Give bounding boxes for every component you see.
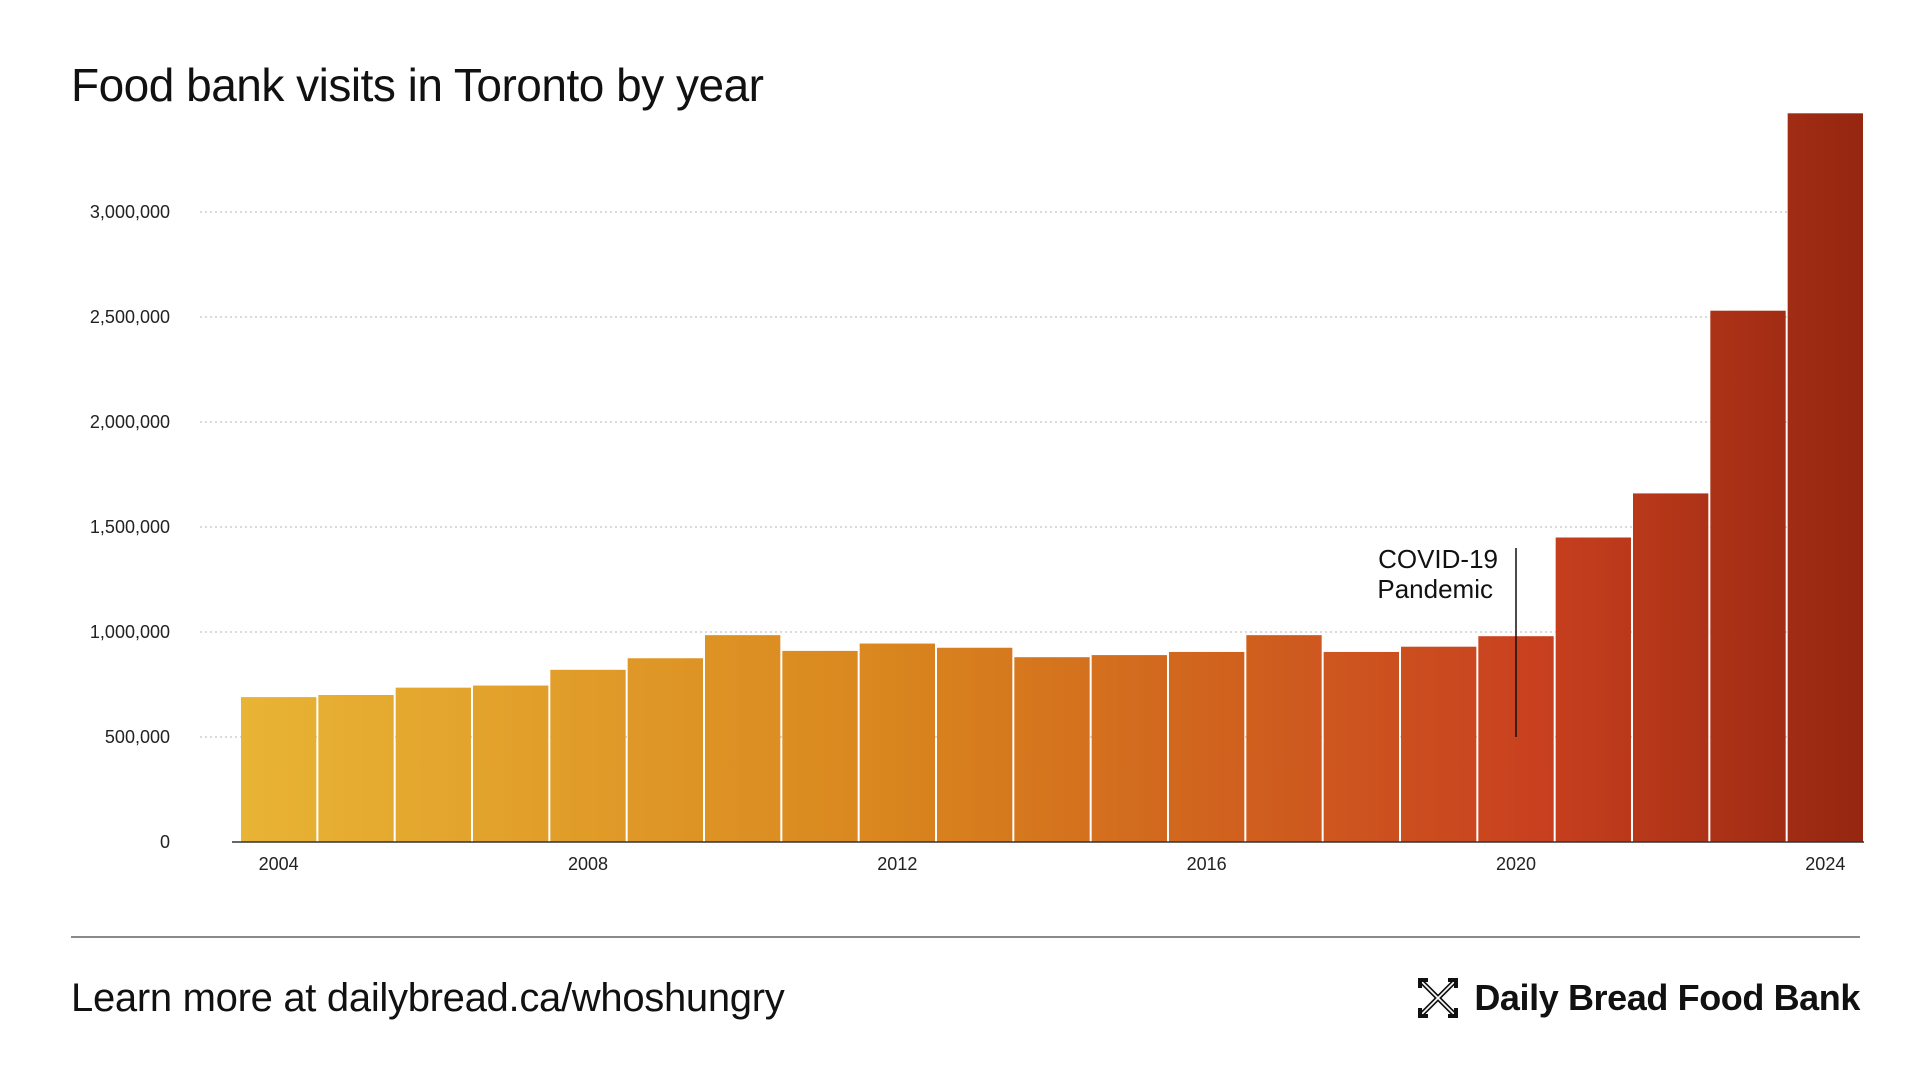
bar-2021[interactable] [1555,537,1631,843]
footer-divider [71,936,1860,938]
bar-2014[interactable] [1014,657,1090,842]
bar-2006[interactable] [395,687,471,842]
bar-2005[interactable] [318,695,394,842]
y-tick-label: 500,000 [105,727,170,747]
bar-2018[interactable] [1323,651,1399,842]
y-tick-label: 3,000,000 [90,202,170,222]
bar-2022[interactable] [1633,493,1709,842]
chart-title: Food bank visits in Toronto by year [71,59,764,111]
bar-2004[interactable] [241,697,317,842]
y-tick-label: 1,000,000 [90,622,170,642]
bar-2010[interactable] [705,635,781,842]
brand[interactable]: Daily Bread Food Bank [1416,976,1860,1020]
annotation-line2: Pandemic [1377,574,1493,604]
bars [241,113,1863,843]
x-tick-label: 2020 [1496,854,1536,874]
bar-2013[interactable] [937,647,1013,842]
y-tick-label: 0 [160,832,170,852]
bar-2024[interactable] [1787,113,1863,843]
y-tick-label: 1,500,000 [90,517,170,537]
bar-2007[interactable] [473,685,549,842]
y-tick-label: 2,500,000 [90,307,170,327]
annotation-line1: COVID-19 [1378,544,1498,574]
x-tick-label: 2004 [259,854,299,874]
bar-2015[interactable] [1091,655,1167,842]
bar-2017[interactable] [1246,635,1322,842]
y-tick-label: 2,000,000 [90,412,170,432]
bar-2009[interactable] [627,658,703,842]
bar-2012[interactable] [859,643,935,842]
bar-2019[interactable] [1401,646,1477,842]
bar-2016[interactable] [1169,651,1245,842]
learn-more-link[interactable]: Learn more at dailybread.ca/whoshungry [71,976,785,1020]
x-tick-label: 2016 [1187,854,1227,874]
tick-labels: 0 500,000 1,000,000 1,500,000 2,000,000 2,500… [90,202,1845,874]
bar-2023[interactable] [1710,310,1786,842]
daily-bread-x-logo-icon [1418,978,1459,1018]
bar-2008[interactable] [550,669,626,842]
brand-name: Daily Bread Food Bank [1474,977,1860,1018]
x-tick-label: 2024 [1805,854,1845,874]
bar-2011[interactable] [782,650,858,842]
x-tick-label: 2008 [568,854,608,874]
bar-chart: 0 500,000 1,000,000 1,500,000 2,000,000 2,500… [90,113,1864,874]
x-tick-label: 2012 [877,854,917,874]
